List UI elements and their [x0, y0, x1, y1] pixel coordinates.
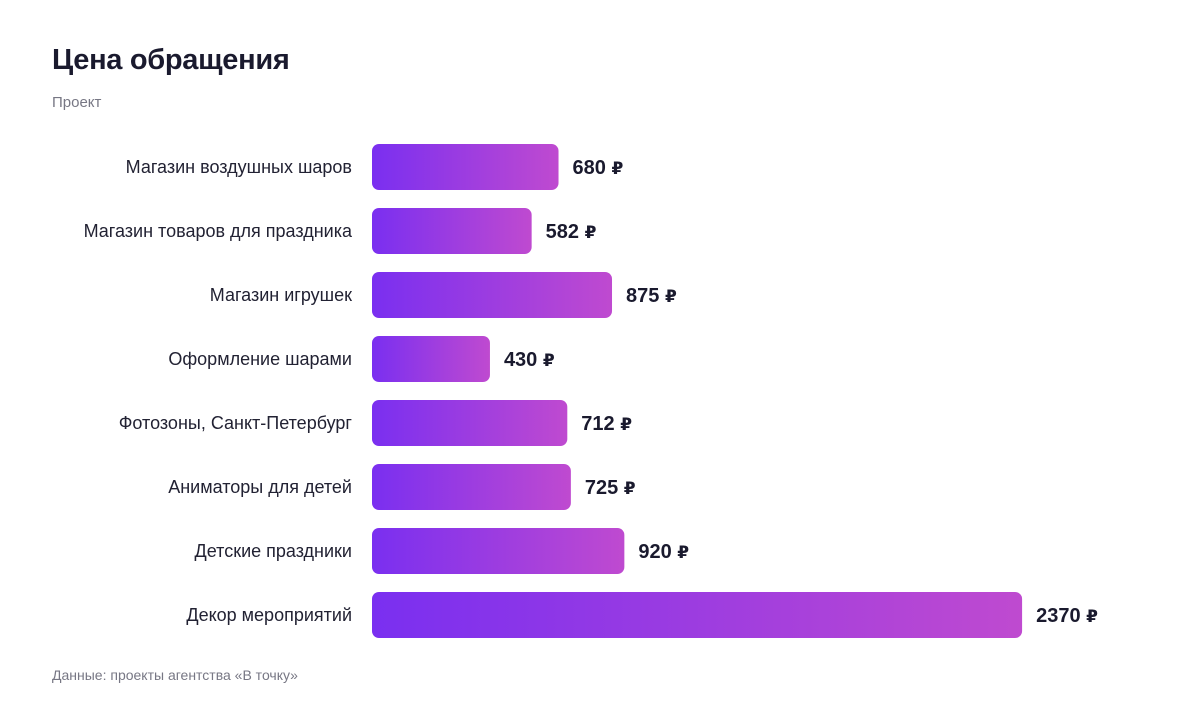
value-label: 875 ₽: [626, 285, 677, 307]
bar-row: Аниматоры для детей 725 ₽: [168, 464, 636, 510]
bars-layer: Магазин воздушных шаров 680 ₽ Магазин това…: [84, 144, 1098, 638]
ruble-sign: ₽: [543, 351, 555, 371]
value-label: 920 ₽: [638, 541, 689, 563]
category-label: Аниматоры для детей: [168, 477, 352, 497]
value-label: 582 ₽: [546, 221, 597, 243]
category-label: Магазин игрушек: [210, 285, 352, 305]
source-note: Данные: проекты агентства «В точку»: [52, 667, 298, 683]
bar: [372, 144, 559, 190]
value-label: 712 ₽: [581, 413, 632, 435]
bar-row: Магазин товаров для праздника 582 ₽: [84, 208, 597, 254]
ruble-sign: ₽: [1086, 607, 1098, 627]
value-label: 2370 ₽: [1036, 605, 1098, 627]
value-label: 430 ₽: [504, 349, 555, 371]
bar-row: Детские праздники 920 ₽: [195, 528, 689, 574]
ruble-sign: ₽: [677, 543, 689, 563]
category-label: Детские праздники: [195, 541, 352, 561]
bar-row: Декор мероприятий 2370 ₽: [186, 592, 1098, 638]
bar: [372, 336, 490, 382]
bar: [372, 400, 568, 446]
chart-subtitle: Проект: [52, 94, 102, 111]
value-label: 725 ₽: [585, 477, 636, 499]
bar-row: Магазин воздушных шаров 680 ₽: [126, 144, 624, 190]
bar-row: Фотозоны, Санкт-Петербург 712 ₽: [119, 400, 632, 446]
bar-row: Магазин игрушек 875 ₽: [210, 272, 677, 318]
bar: [372, 272, 613, 318]
ruble-sign: ₽: [624, 479, 636, 499]
category-label: Оформление шарами: [168, 349, 352, 369]
category-label: Магазин воздушных шаров: [126, 157, 352, 177]
ruble-sign: ₽: [611, 159, 623, 179]
category-label: Декор мероприятий: [186, 605, 352, 625]
value-label: 680 ₽: [573, 157, 624, 179]
chart-title: Цена обращения: [52, 44, 290, 76]
bar-row: Оформление шарами 430 ₽: [168, 336, 555, 382]
bar: [372, 528, 625, 574]
bar: [372, 208, 532, 254]
ruble-sign: ₽: [665, 287, 677, 307]
bar: [372, 464, 571, 510]
bar: [372, 592, 1023, 638]
category-label: Магазин товаров для праздника: [84, 221, 353, 241]
ruble-sign: ₽: [585, 223, 597, 243]
category-label: Фотозоны, Санкт-Петербург: [119, 413, 353, 433]
ruble-sign: ₽: [620, 415, 632, 435]
